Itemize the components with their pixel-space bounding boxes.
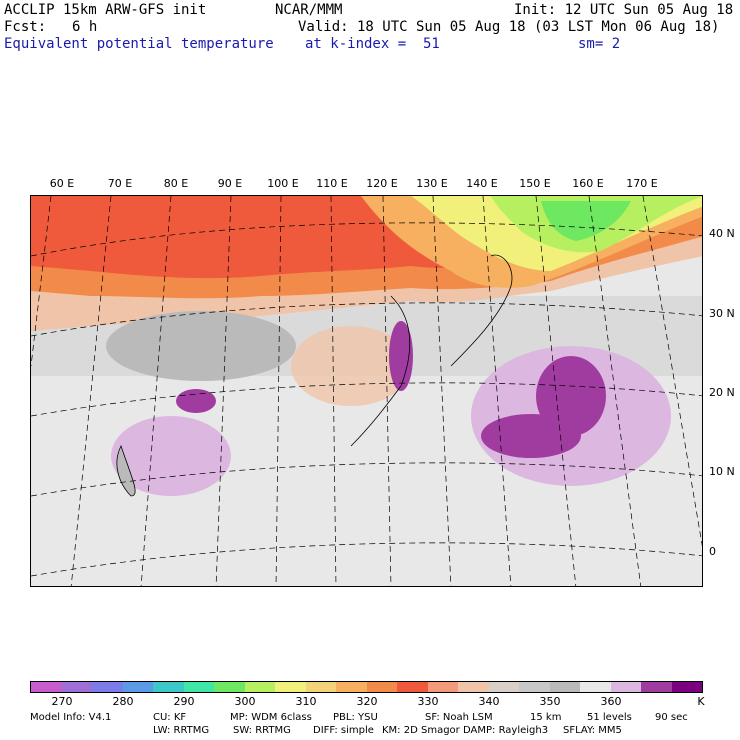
map-canvas	[31, 196, 702, 586]
theta-e-map	[30, 195, 703, 587]
colorbar-unit: K	[697, 695, 705, 708]
colorbar-swatch	[580, 682, 611, 692]
lon-label: 60 E	[49, 177, 75, 190]
colorbar-swatch	[153, 682, 184, 692]
footer-lw: LW: RRTMG	[153, 725, 210, 736]
footer-timestep: 90 sec	[655, 712, 688, 723]
colorbar-tick: 330	[417, 695, 439, 708]
lat-label: 0	[709, 545, 716, 558]
typhoon-core	[536, 356, 606, 436]
lon-label: 80 E	[163, 177, 189, 190]
footer-pbl: PBL: YSU	[333, 712, 378, 723]
bay-moist	[111, 416, 231, 496]
footer-mp: MP: WDM 6class	[230, 712, 312, 723]
colorbar-swatch	[366, 682, 397, 692]
field-name: Equivalent potential temperature	[4, 36, 274, 52]
footer-res: 15 km	[530, 712, 562, 723]
colorbar-swatch	[397, 682, 428, 692]
init-time: Init: 12 UTC Sun 05 Aug 18	[514, 2, 734, 18]
footer-sw: SW: RRTMG	[233, 725, 291, 736]
colorbar-swatch	[549, 682, 580, 692]
colorbar-swatch	[427, 682, 458, 692]
colorbar-swatch	[183, 682, 214, 692]
footer-levels: 51 levels	[587, 712, 632, 723]
colorbar-swatch	[519, 682, 550, 692]
level-label: at k-index = 51	[305, 36, 440, 52]
lat-label: 20 N	[709, 386, 735, 399]
colorbar-swatch	[122, 682, 153, 692]
footer-model-info: Model Info: V4.1	[30, 712, 112, 723]
lon-label: 110 E	[316, 177, 348, 190]
lon-label: 100 E	[267, 177, 299, 190]
lon-label: 120 E	[366, 177, 398, 190]
colorbar-swatch	[671, 682, 702, 692]
colorbar-swatch	[488, 682, 519, 692]
colorbar-swatch	[92, 682, 123, 692]
band-300	[541, 201, 631, 241]
japan-coast	[450, 254, 513, 367]
lon-label: 70 E	[107, 177, 133, 190]
china-coast-moist	[389, 321, 413, 391]
forecast-hour: 6 h	[72, 19, 98, 35]
footer-diff: DIFF: simple	[313, 725, 374, 736]
colorbar	[30, 681, 703, 693]
smoothing-label: sm= 2	[578, 36, 621, 52]
colorbar-swatch	[641, 682, 672, 692]
colorbar-tick: 360	[600, 695, 622, 708]
colorbar-swatch	[305, 682, 336, 692]
india-tip	[116, 444, 136, 497]
lon-label: 170 E	[626, 177, 658, 190]
lon-label: 140 E	[466, 177, 498, 190]
footer-cu: CU: KF	[153, 712, 187, 723]
colorbar-swatch	[244, 682, 275, 692]
footer-km: KM: 2D Smagor	[382, 725, 460, 736]
colorbar-swatch	[275, 682, 306, 692]
lat-label: 10 N	[709, 465, 735, 478]
footer-damp: DAMP: Rayleigh3	[463, 725, 549, 736]
colorbar-swatch	[31, 682, 62, 692]
bengal-moist	[176, 389, 216, 413]
lon-label: 130 E	[416, 177, 448, 190]
footer-sf: SF: Noah LSM	[425, 712, 493, 723]
model-title: ACCLIP 15km ARW-GFS init	[4, 2, 207, 18]
colorbar-swatch	[61, 682, 92, 692]
footer-sflay: SFLAY: MM5	[563, 725, 622, 736]
org-label: NCAR/MMM	[275, 2, 343, 18]
valid-time: Valid: 18 UTC Sun 05 Aug 18 (03 LST Mon …	[298, 19, 720, 35]
colorbar-swatch	[458, 682, 489, 692]
colorbar-swatch	[610, 682, 641, 692]
lat-label: 30 N	[709, 307, 735, 320]
graticule	[31, 196, 702, 586]
lon-label: 150 E	[519, 177, 551, 190]
plateau-patch	[106, 311, 296, 381]
colorbar-tick: 340	[478, 695, 500, 708]
colorbar-tick: 350	[539, 695, 561, 708]
colorbar-swatch	[336, 682, 367, 692]
colorbar-tick: 320	[356, 695, 378, 708]
colorbar-tick: 290	[173, 695, 195, 708]
warm-patch	[291, 326, 411, 406]
colorbar-tick: 270	[51, 695, 73, 708]
colorbar-tick: 280	[112, 695, 134, 708]
lon-label: 90 E	[217, 177, 243, 190]
colorbar-tick: 310	[295, 695, 317, 708]
colorbar-swatch	[214, 682, 245, 692]
china-coast	[350, 295, 411, 447]
lon-label: 160 E	[572, 177, 604, 190]
colorbar-tick: 300	[234, 695, 256, 708]
lat-label: 40 N	[709, 227, 735, 240]
forecast-label: Fcst:	[4, 19, 47, 35]
